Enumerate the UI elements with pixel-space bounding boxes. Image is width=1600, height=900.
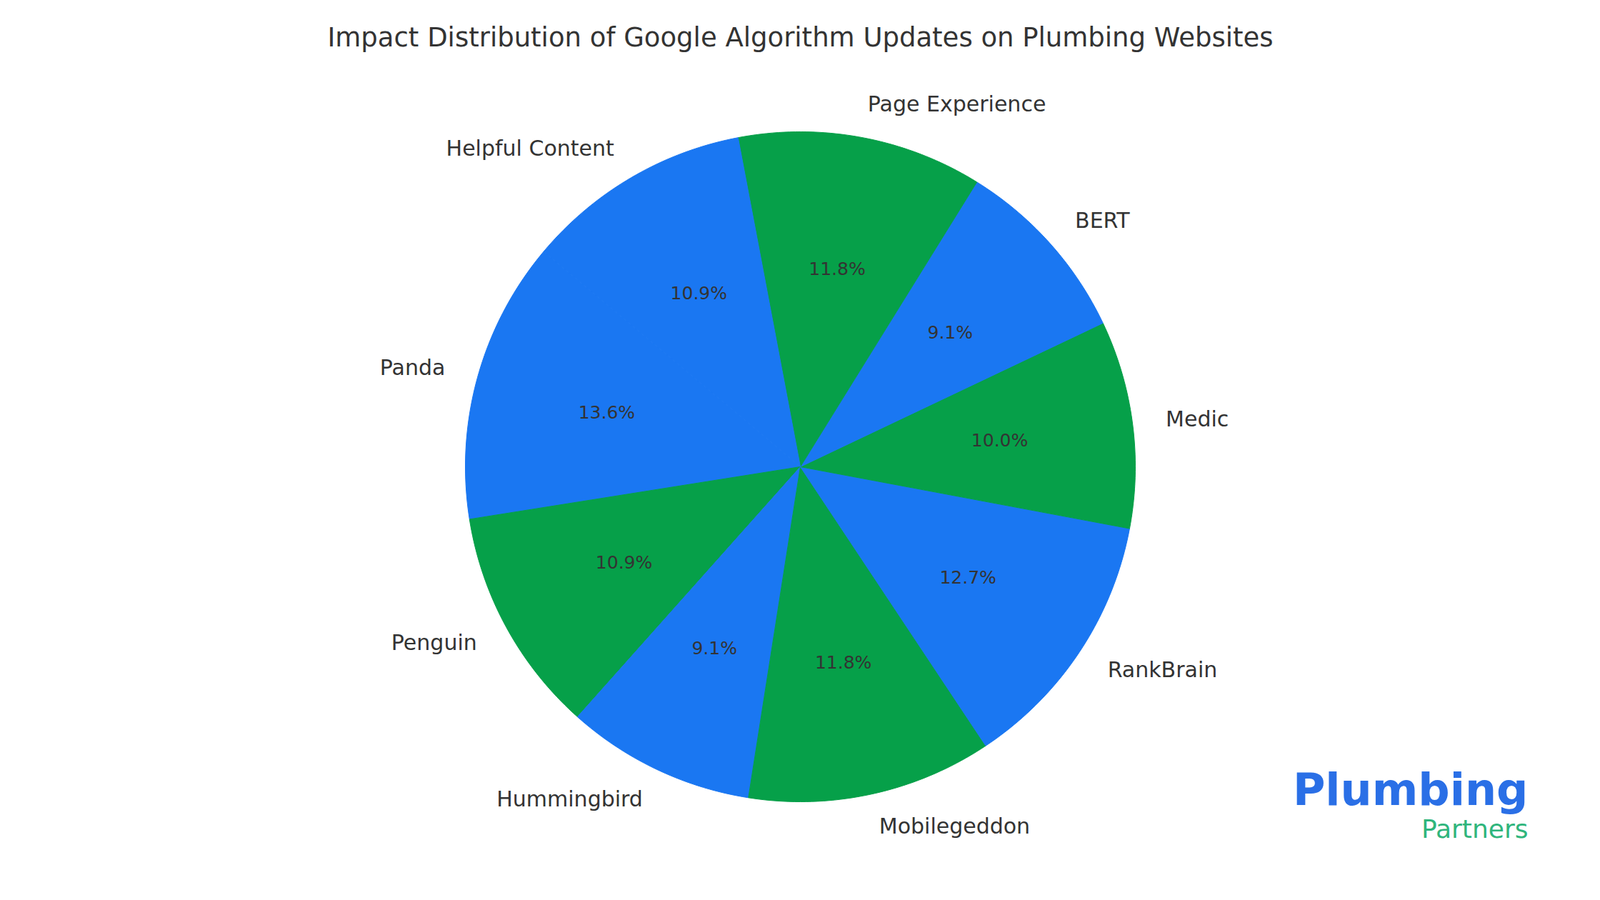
svg-text:Mobilegeddon: Mobilegeddon — [879, 813, 1030, 839]
svg-text:11.8%: 11.8% — [815, 652, 872, 673]
svg-text:9.1%: 9.1% — [927, 322, 974, 343]
svg-text:9.1%: 9.1% — [691, 637, 738, 659]
svg-text:RankBrain: RankBrain — [1107, 657, 1218, 683]
svg-text:10.0%: 10.0% — [971, 430, 1028, 451]
svg-text:Hummingbird: Hummingbird — [496, 786, 643, 812]
svg-text:11.8%: 11.8% — [808, 258, 865, 280]
svg-text:13.6%: 13.6% — [578, 402, 635, 423]
svg-text:Medic: Medic — [1165, 406, 1229, 432]
svg-text:Panda: Panda — [380, 355, 446, 380]
svg-text:Partners: Partners — [1421, 814, 1529, 844]
svg-text:10.9%: 10.9% — [670, 282, 728, 304]
svg-text:12.7%: 12.7% — [939, 567, 996, 588]
svg-text:Penguin: Penguin — [391, 630, 478, 655]
svg-text:Plumbing: Plumbing — [1292, 763, 1529, 816]
svg-text:10.9%: 10.9% — [595, 552, 653, 573]
svg-text:Page Experience: Page Experience — [867, 91, 1046, 117]
svg-text:Helpful Content: Helpful Content — [446, 135, 615, 161]
svg-text:Impact Distribution of Google: Impact Distribution of Google Algorithm … — [327, 22, 1273, 53]
svg-text:BERT: BERT — [1075, 207, 1130, 233]
